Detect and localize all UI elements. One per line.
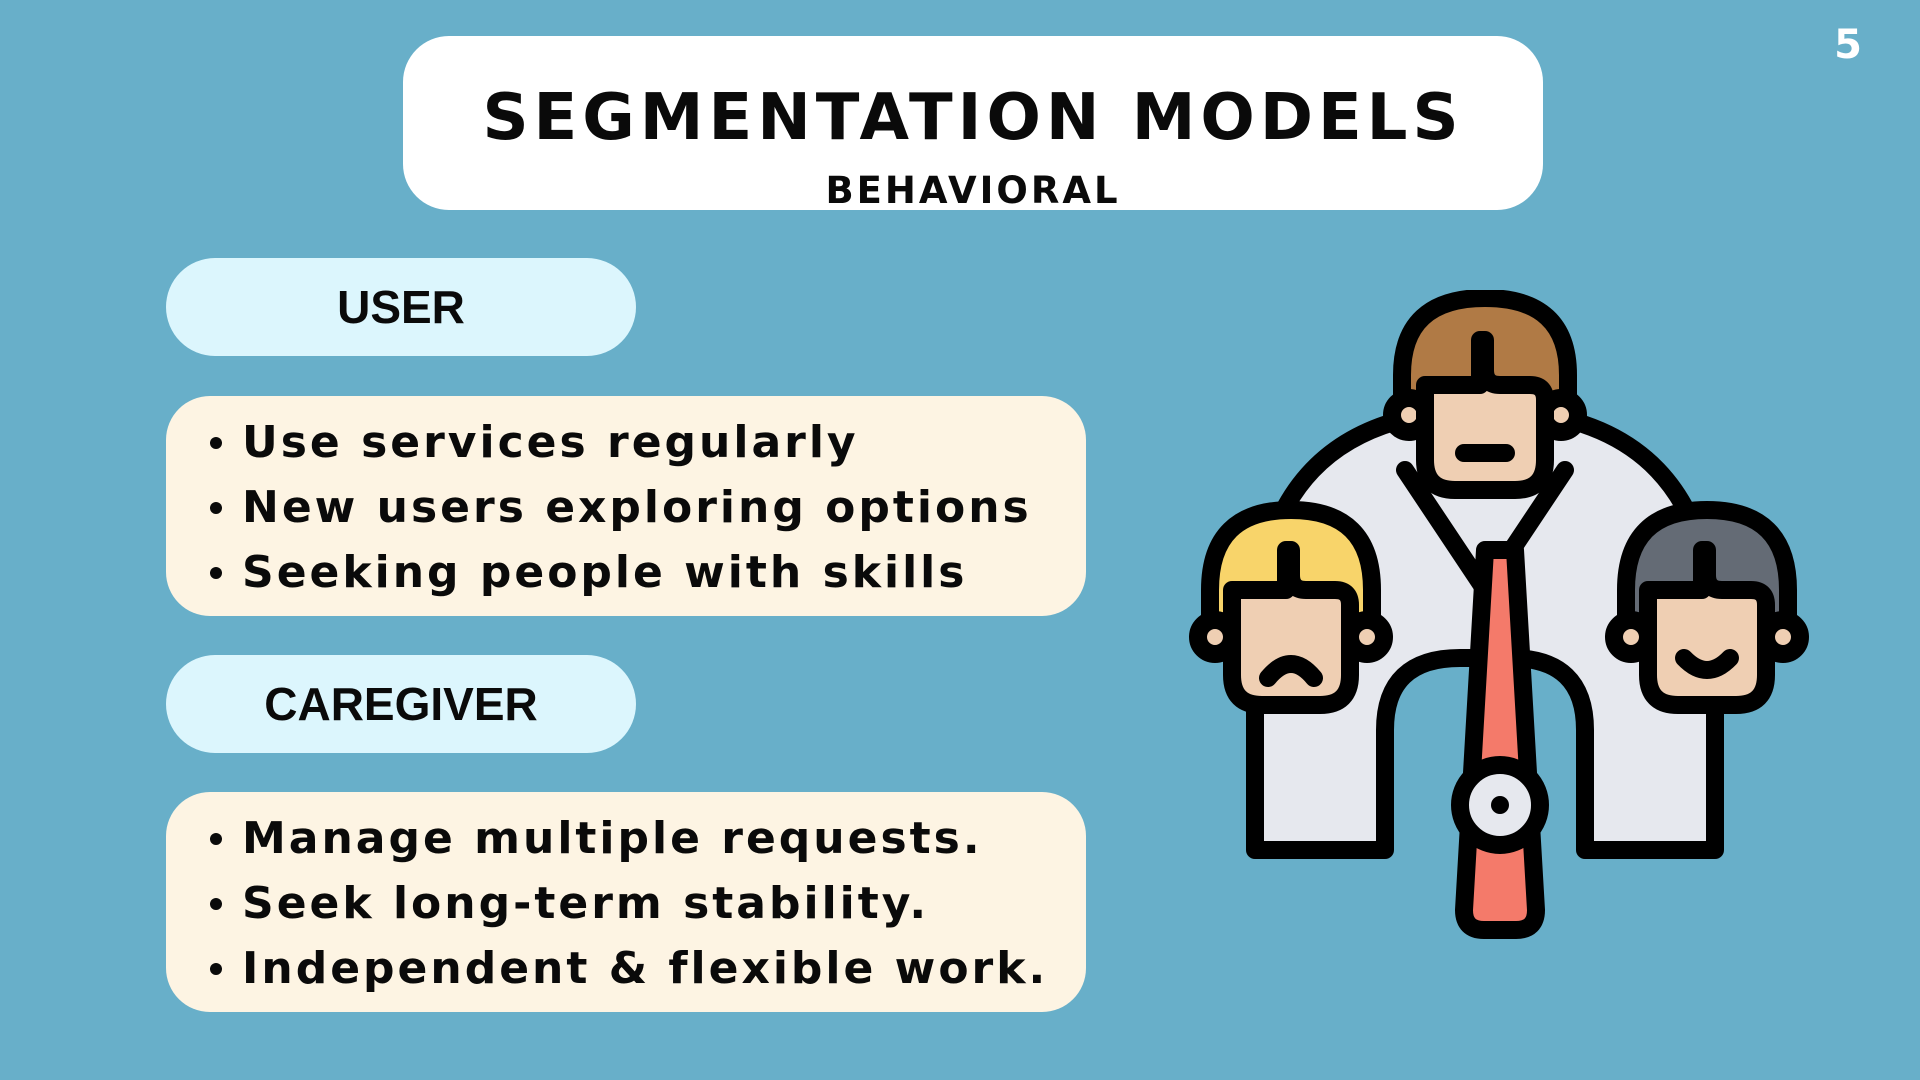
list-item-text: Independent & flexible work.	[242, 943, 1049, 994]
left-frown	[1259, 655, 1323, 687]
bullet-icon	[210, 962, 222, 975]
bullet-icon	[210, 566, 222, 579]
user-traits-list: Use services regularly New users explori…	[210, 410, 1086, 605]
page-number: 5	[1834, 22, 1862, 68]
list-item: New users exploring options	[210, 475, 1086, 540]
caregiver-traits-list: Manage multiple requests. Seek long-term…	[210, 806, 1086, 1001]
right-smile	[1675, 649, 1739, 679]
list-item: Seek long-term stability.	[210, 871, 1086, 936]
list-item-text: Seek long-term stability.	[242, 878, 930, 929]
left-face	[1223, 541, 1359, 714]
list-item: Independent & flexible work.	[210, 936, 1086, 1001]
gauge-hub-center	[1491, 796, 1509, 814]
right-face	[1639, 541, 1775, 714]
list-item-text: New users exploring options	[242, 482, 1032, 533]
list-item-text: Seeking people with skills	[242, 547, 968, 598]
list-item-text: Manage multiple requests.	[242, 813, 983, 864]
page-title: SEGMENTATION MODELS	[482, 81, 1464, 155]
user-traits-box: Use services regularly New users explori…	[166, 396, 1086, 616]
left-person	[1189, 501, 1393, 714]
top-person	[1383, 289, 1587, 499]
list-item: Seeking people with skills	[210, 540, 1086, 605]
bullet-icon	[210, 832, 222, 845]
page-subtitle: BEHAVIORAL	[825, 169, 1121, 212]
list-item: Manage multiple requests.	[210, 806, 1086, 871]
segment-label-user: USER	[166, 258, 636, 356]
title-box: SEGMENTATION MODELS BEHAVIORAL	[403, 36, 1543, 210]
list-item-text: Use services regularly	[242, 417, 859, 468]
top-face	[1416, 331, 1554, 499]
bullet-icon	[210, 501, 222, 514]
list-item: Use services regularly	[210, 410, 1086, 475]
right-person	[1605, 501, 1809, 714]
bullet-icon	[210, 436, 222, 449]
segment-label-caregiver: CAREGIVER	[166, 655, 636, 753]
segmentation-people-gauge-icon	[1180, 289, 1840, 950]
gauge-needle	[1455, 541, 1545, 939]
caregiver-traits-box: Manage multiple requests. Seek long-term…	[166, 792, 1086, 1012]
bullet-icon	[210, 897, 222, 910]
